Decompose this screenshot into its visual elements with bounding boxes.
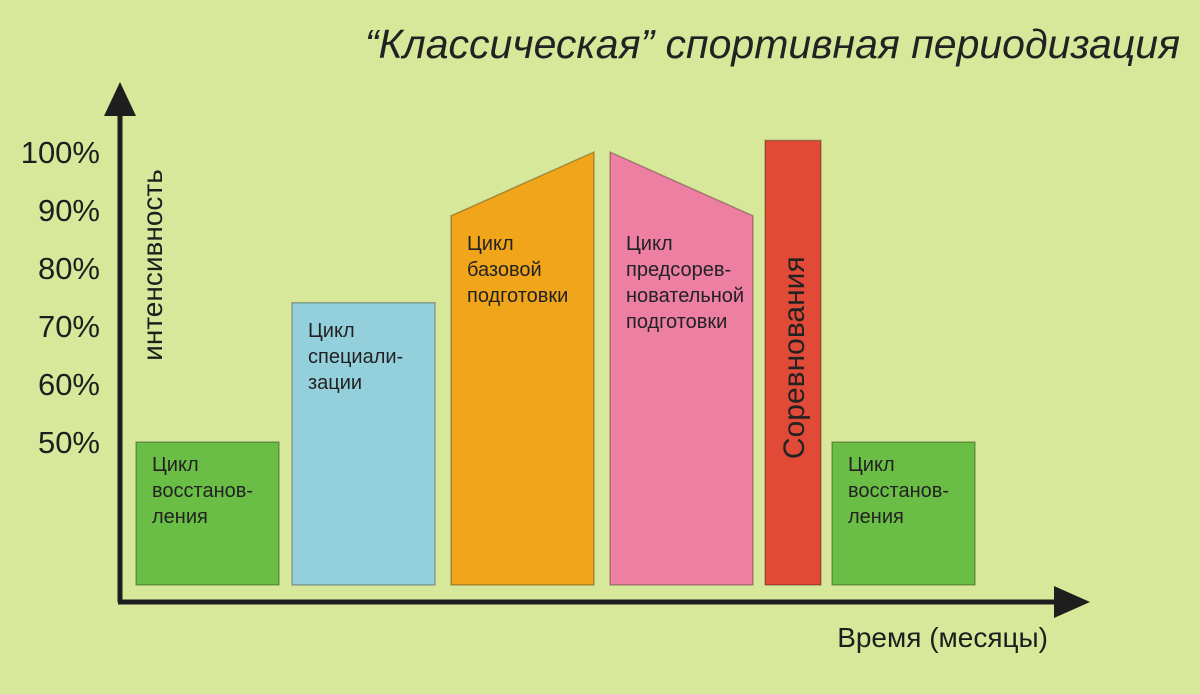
cycle-block-base-preparation: Цикл базовой подготовки [450, 150, 595, 586]
cycle-blocks: Цикл восстанов-ления Цикл специали-зации Цик… [135, 139, 976, 586]
y-tick-label: 100% [21, 135, 100, 170]
cycle-bar-competition [764, 139, 822, 586]
x-axis-title: Время (месяцы) [837, 622, 1048, 653]
chart-title: “Классическая” спортивная периодизация [365, 21, 1180, 67]
cycle-label-precompetition: Цикл предсорев-новательной подготовки [626, 233, 744, 333]
cycle-bar-recovery-1 [135, 441, 280, 586]
cycle-bar-specialization [291, 302, 436, 586]
cycle-block-recovery-2: Цикл восстанов-ления [831, 441, 976, 586]
y-tick-label: 70% [38, 309, 100, 344]
cycle-label-specialization: Цикл специали-зации [308, 320, 403, 394]
y-axis-title: интенсивность [137, 169, 168, 361]
cycle-bar-base-preparation [450, 150, 595, 586]
cycle-label-recovery-2: Цикл восстанов-ления [848, 454, 949, 528]
cycle-bar-precompetition [609, 150, 754, 586]
y-tick-label: 90% [38, 193, 100, 228]
cycle-block-competition: Соревнования [764, 139, 822, 586]
y-axis-arrow [104, 82, 136, 116]
y-tick-labels: 100% 90% 80% 70% 60% 50% [21, 135, 100, 460]
cycle-label-competition: Соревнования [778, 256, 811, 459]
cycle-bar-recovery-2 [831, 441, 976, 586]
cycle-block-specialization: Цикл специали-зации [291, 302, 436, 586]
cycle-label-base-preparation: Цикл базовой подготовки [467, 233, 568, 307]
y-tick-label: 50% [38, 425, 100, 460]
x-axis-arrow [1054, 586, 1090, 618]
y-tick-label: 80% [38, 251, 100, 286]
cycle-label-recovery-1: Цикл восстанов-ления [152, 454, 253, 528]
cycle-block-recovery-1: Цикл восстанов-ления [135, 441, 280, 586]
y-tick-label: 60% [38, 367, 100, 402]
cycle-block-precompetition: Цикл предсорев-новательной подготовки [609, 150, 754, 586]
